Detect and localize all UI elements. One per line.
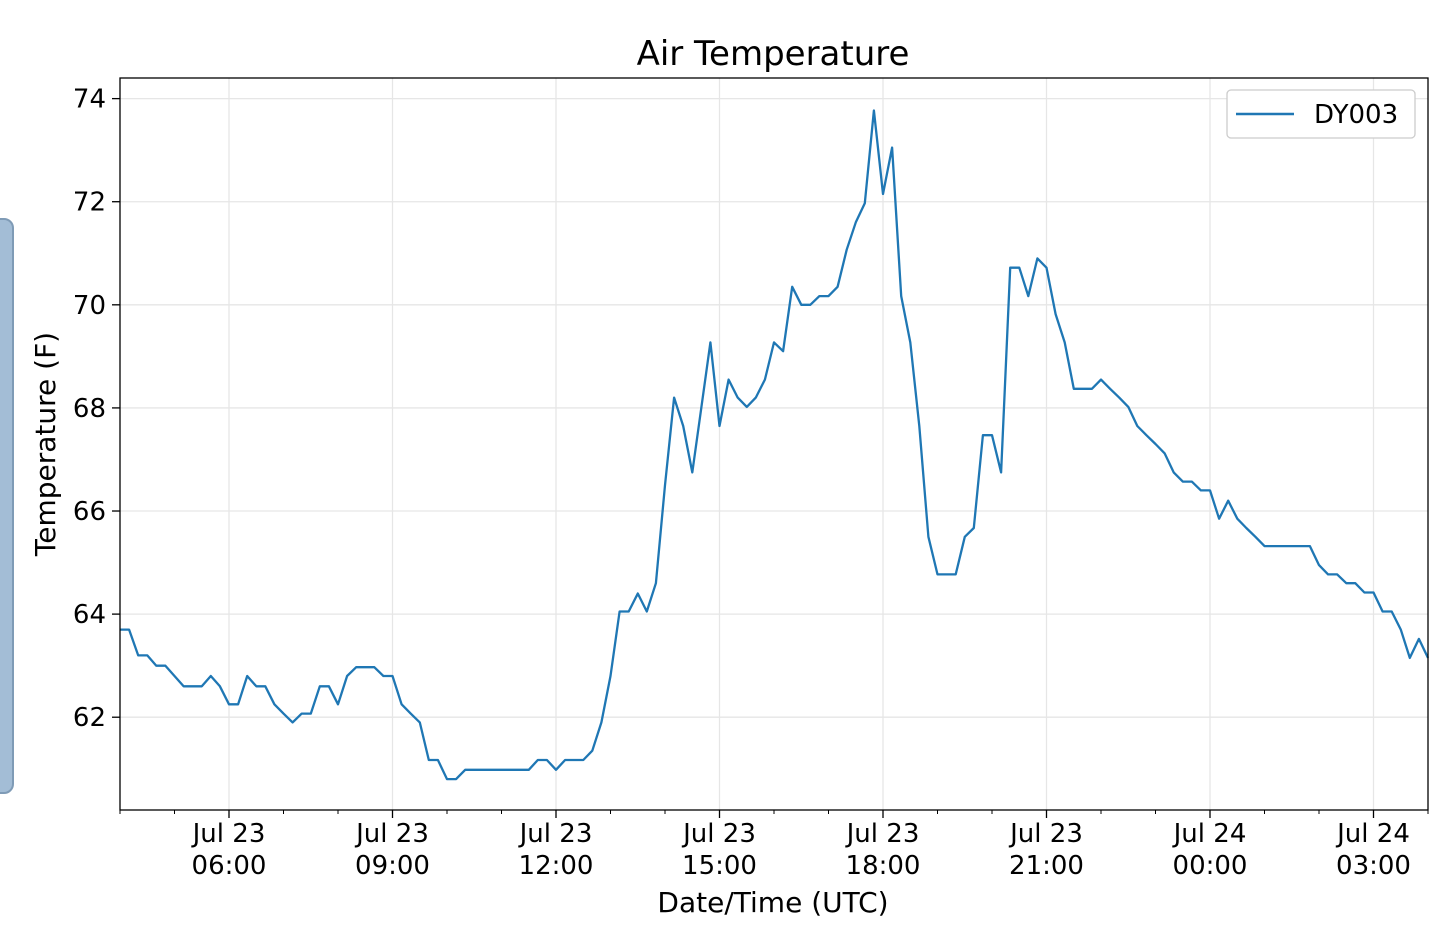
y-tick-label: 66: [73, 497, 106, 527]
x-tick-label: 09:00: [355, 851, 430, 881]
x-tick-label: 00:00: [1173, 851, 1248, 881]
x-tick-label: Jul 23: [845, 819, 920, 849]
x-tick-label: 21:00: [1009, 851, 1084, 881]
x-tick-label: 12:00: [519, 851, 594, 881]
x-tick-label: Jul 23: [191, 819, 266, 849]
x-tick-label: Jul 23: [1008, 819, 1083, 849]
legend-box: [1226, 89, 1416, 139]
x-tick-label: Jul 24: [1172, 819, 1247, 849]
legend[interactable]: DY003: [1226, 89, 1416, 139]
x-tick-label: Jul 23: [681, 819, 756, 849]
x-tick-label: Jul 24: [1335, 819, 1410, 849]
y-tick-label: 70: [73, 291, 106, 321]
x-tick-label: Jul 23: [518, 819, 593, 849]
grid-lines: [120, 78, 1428, 810]
x-tick-label: 18:00: [846, 851, 921, 881]
x-tick-label: 03:00: [1336, 851, 1411, 881]
chart-title: Air Temperature: [637, 34, 910, 74]
y-axis-label: Temperature (F): [29, 332, 62, 557]
side-panel-tab[interactable]: [0, 218, 14, 794]
x-tick-label: 06:00: [192, 851, 267, 881]
legend-label-dy003: DY003: [1314, 100, 1398, 130]
x-tick-label: 15:00: [682, 851, 757, 881]
y-tick-label: 72: [73, 188, 106, 218]
series-line-dy003: [120, 109, 1430, 781]
y-tick-label: 62: [73, 703, 106, 733]
y-tick-label: 74: [73, 85, 106, 115]
plot-frame: [119, 77, 1429, 811]
y-tick-label: 64: [73, 600, 106, 630]
x-tick-label: Jul 23: [354, 819, 429, 849]
x-axis-label: Date/Time (UTC): [657, 886, 888, 919]
y-tick-label: 68: [73, 394, 106, 424]
y-axis: 62 64 66 68 70 72 74: [73, 85, 120, 733]
